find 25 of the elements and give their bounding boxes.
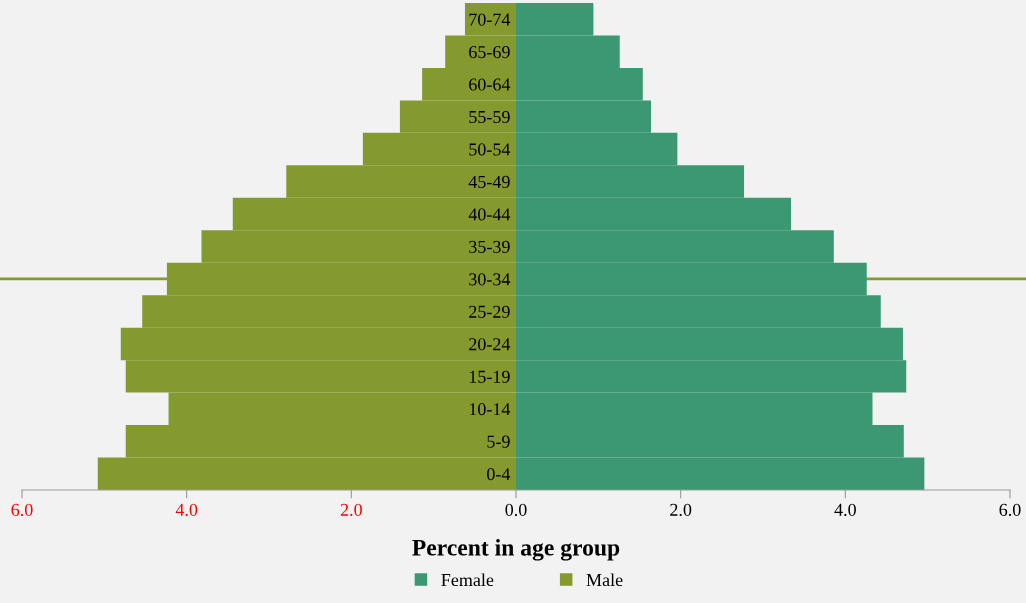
x-tick-label: 6.0 (11, 503, 33, 516)
y-tick-label: 45-49 (468, 175, 510, 189)
y-tick-label: 5-9 (487, 435, 510, 448)
x-tick-label: 0.0 (505, 503, 527, 516)
y-tick-label: 50-54 (469, 143, 511, 156)
y-tick-label: 55-59 (469, 110, 510, 124)
y-tick-label: 25-29 (469, 305, 510, 318)
y-tick-label: 35-39 (469, 240, 510, 253)
x-tick-label: 2.0 (340, 503, 362, 516)
y-tick-label: 15-19 (469, 370, 510, 383)
y-tick-label: 30-34 (469, 273, 511, 286)
y-tick-label: 60-64 (469, 78, 511, 91)
y-tick-label: 65-69 (469, 46, 510, 59)
x-tick-label: 4.0 (175, 503, 198, 516)
y-tick-label: 10-14 (469, 403, 511, 416)
x-tick-label: 4.0 (834, 503, 856, 516)
legend-label: Female (441, 573, 494, 587)
x-tick-label: 6.0 (999, 503, 1021, 516)
x-axis-title: Percent in age group (412, 539, 620, 561)
legend-label: Male (586, 573, 623, 587)
x-tick-label: 2.0 (670, 503, 692, 516)
y-tick-label: 0-4 (487, 468, 511, 481)
y-tick-label: 70-74 (469, 13, 511, 26)
y-tick-label: 40-44 (468, 208, 511, 221)
y-tick-label: 20-24 (469, 338, 511, 351)
